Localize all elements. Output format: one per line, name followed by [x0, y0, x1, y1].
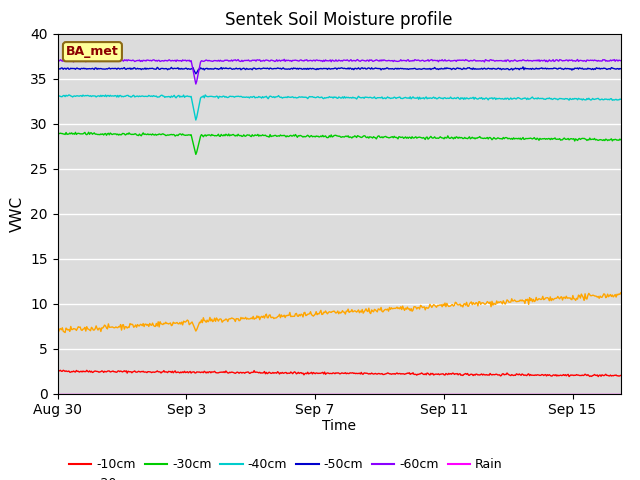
Text: BA_met: BA_met — [66, 45, 119, 58]
Y-axis label: VWC: VWC — [10, 195, 25, 232]
X-axis label: Time: Time — [322, 419, 356, 432]
Legend: -10cm, -20cm, -30cm, -40cm, -50cm, -60cm, Rain: -10cm, -20cm, -30cm, -40cm, -50cm, -60cm… — [64, 453, 508, 480]
Title: Sentek Soil Moisture profile: Sentek Soil Moisture profile — [225, 11, 453, 29]
